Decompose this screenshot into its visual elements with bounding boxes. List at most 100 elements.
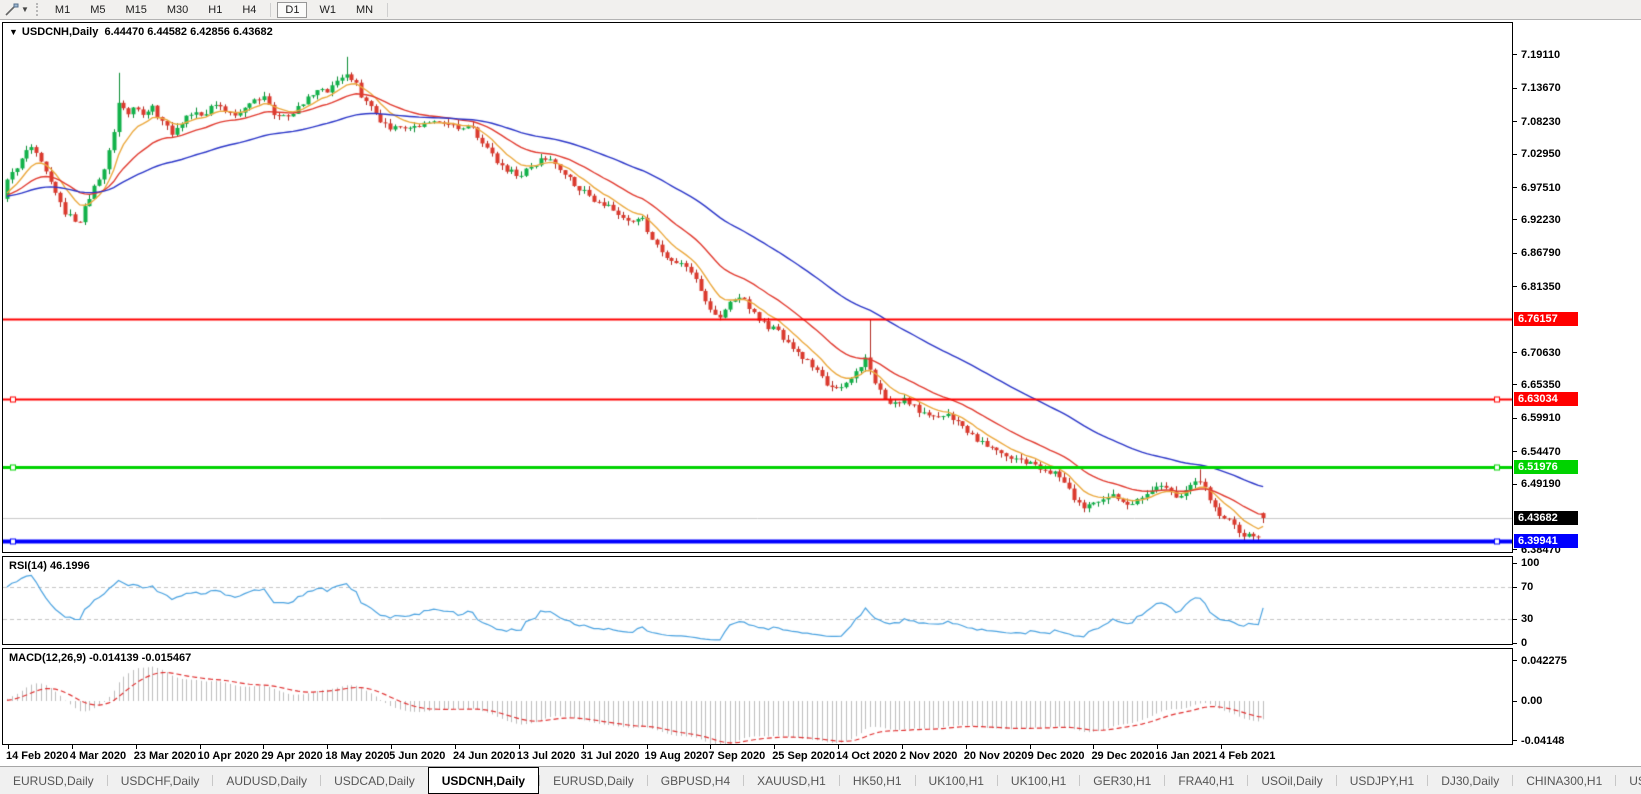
macd-label: MACD(12,26,9) -0.014139 -0.015467 [9, 652, 192, 664]
axis-tick [1513, 618, 1517, 620]
chart-tab-eurusd-daily[interactable]: EURUSD,Daily [553, 773, 634, 788]
rsi-panel: RSI(14) 46.1996 [2, 556, 1513, 645]
chart-tab-usoil-daily[interactable]: USOil,Daily [1261, 773, 1323, 788]
date-axis: 14 Feb 2020 4 Mar 2020 23 Mar 2020 10 Apr 2… [2, 745, 1513, 766]
macd-axis-label: 0.042275 [1521, 654, 1567, 667]
ohlc-close: 6.43682 [232, 26, 273, 38]
macd-axis-label: -0.04148 [1521, 734, 1565, 747]
chart-tab-fra40-h1[interactable]: FRA40,H1 [1178, 773, 1235, 788]
chart-tab-usdjpy-h1[interactable]: USDJPY,H1 [1349, 773, 1415, 788]
level-price-badge: 6.63034 [1514, 392, 1578, 407]
date-tick [838, 745, 840, 749]
timeframe-button-h1[interactable]: H1 [208, 3, 223, 16]
date-label: 4 Mar 2020 [69, 750, 127, 762]
axis-tick [1513, 187, 1517, 189]
axis-price-label: 7.19110 [1521, 48, 1561, 61]
axis-price-label: 6.86790 [1521, 247, 1561, 260]
axis-tick [1513, 286, 1517, 288]
date-tick [199, 745, 201, 749]
rsi-canvas[interactable] [3, 557, 1512, 644]
axis-price-label: 6.70630 [1521, 346, 1561, 359]
chart-tab-uk100-h1[interactable]: UK100,H1 [1010, 773, 1067, 788]
date-label: 13 Jul 2020 [516, 750, 576, 762]
axis-tick [1513, 54, 1517, 56]
axis-price-label: 7.08230 [1521, 115, 1561, 128]
tab-separator [320, 775, 322, 786]
axis-tick [1513, 252, 1517, 254]
timeframe-button-m30[interactable]: M30 [166, 3, 189, 16]
date-tick [263, 745, 265, 749]
axis-tick [1513, 549, 1517, 551]
axis-tick [1513, 219, 1517, 221]
ohlc-open: 6.44470 [104, 26, 145, 38]
chart-tab-gbpusd-h4[interactable]: GBPUSD,H4 [660, 773, 731, 788]
expander-triangle-icon[interactable]: ▼ [9, 27, 18, 37]
chart-tab-xauusd-h1[interactable]: XAUUSD,H1 [757, 773, 826, 788]
chart-tab-audusd-daily[interactable]: AUDUSD,Daily [226, 773, 308, 788]
price-chart-panel: ▼ USDCNH,Daily 6.44470 6.44582 6.42856 6.… [2, 22, 1513, 553]
chart-tab-usdcad-daily[interactable]: USDCAD,Daily [334, 773, 415, 788]
tab-separator [1335, 775, 1337, 786]
tab-separator [212, 775, 214, 786]
crosshair-tool-icon[interactable] [4, 3, 20, 17]
timeframe-button-h4[interactable]: H4 [242, 3, 257, 16]
axis-tick [1513, 562, 1517, 564]
current-price-badge: 6.43682 [1514, 510, 1578, 525]
ohlc-high: 6.44582 [147, 26, 188, 38]
date-tick [71, 745, 73, 749]
timeframe-button-m5[interactable]: M5 [90, 3, 106, 16]
chart-tab-eurusd-daily[interactable]: EURUSD,Daily [13, 773, 94, 788]
price-chart-canvas[interactable] [3, 23, 1512, 552]
date-label: 25 Sep 2020 [772, 750, 836, 762]
axis-tick [1513, 660, 1517, 662]
date-label: 31 Jul 2020 [580, 750, 640, 762]
chart-tab-usoil-h1[interactable]: USOil,H1 [1629, 773, 1641, 788]
date-tick [774, 745, 776, 749]
axis-tick [1513, 384, 1517, 386]
chart-tab-uk100-h1[interactable]: UK100,H1 [928, 773, 984, 788]
date-tick [1157, 745, 1159, 749]
chart-tab-dj30-daily[interactable]: DJ30,Daily [1441, 773, 1500, 788]
tab-separator [106, 775, 108, 786]
macd-panel: MACD(12,26,9) -0.014139 -0.015467 [2, 648, 1513, 745]
date-tick [135, 745, 137, 749]
toolbar-separator [387, 2, 389, 17]
tab-separator [646, 775, 648, 786]
timeframe-button-m1[interactable]: M1 [54, 3, 71, 16]
tab-separator [914, 775, 916, 786]
chevron-down-icon[interactable]: ▼ [21, 5, 29, 14]
axis-tick [1513, 642, 1517, 644]
timeframe-button-m15[interactable]: M15 [125, 3, 147, 16]
date-label: 23 Mar 2020 [133, 750, 197, 762]
date-tick [710, 745, 712, 749]
axis-price-label: 7.02950 [1521, 148, 1561, 161]
axis-tick [1513, 153, 1517, 155]
date-tick [965, 745, 967, 749]
toolbar-grip [35, 3, 38, 16]
tab-separator [996, 775, 998, 786]
chart-tab-ger30-h1[interactable]: GER30,H1 [1093, 773, 1152, 788]
rsi-axis-label: 30 [1521, 613, 1534, 625]
level-price-badge: 6.39941 [1514, 533, 1578, 548]
chart-tab-china300-h1[interactable]: CHINA300,H1 [1526, 773, 1603, 788]
macd-canvas[interactable] [3, 649, 1512, 744]
date-tick [8, 745, 9, 749]
axis-price-label: 6.59910 [1521, 412, 1561, 425]
date-tick [901, 745, 903, 749]
axis-price-label: 6.97510 [1521, 181, 1561, 194]
timeframe-button-d1[interactable]: D1 [277, 1, 308, 18]
chart-tab-usdchf-daily[interactable]: USDCHF,Daily [120, 773, 200, 788]
timeframe-button-w1[interactable]: W1 [319, 3, 336, 16]
date-tick [1029, 745, 1031, 749]
tab-separator [1615, 775, 1617, 786]
tab-separator [838, 775, 840, 786]
ohlc-low: 6.42856 [190, 26, 230, 38]
rsi-axis-label: 100 [1521, 557, 1540, 569]
chart-tab-usdcnh-daily[interactable]: USDCNH,Daily [427, 767, 540, 794]
tab-separator [743, 775, 745, 786]
timeframe-button-mn[interactable]: MN [355, 3, 374, 16]
date-label: 14 Feb 2020 [6, 750, 69, 762]
macd-axis-label: 0.00 [1521, 695, 1543, 707]
axis-tick [1513, 87, 1517, 89]
chart-tab-hk50-h1[interactable]: HK50,H1 [852, 773, 902, 788]
